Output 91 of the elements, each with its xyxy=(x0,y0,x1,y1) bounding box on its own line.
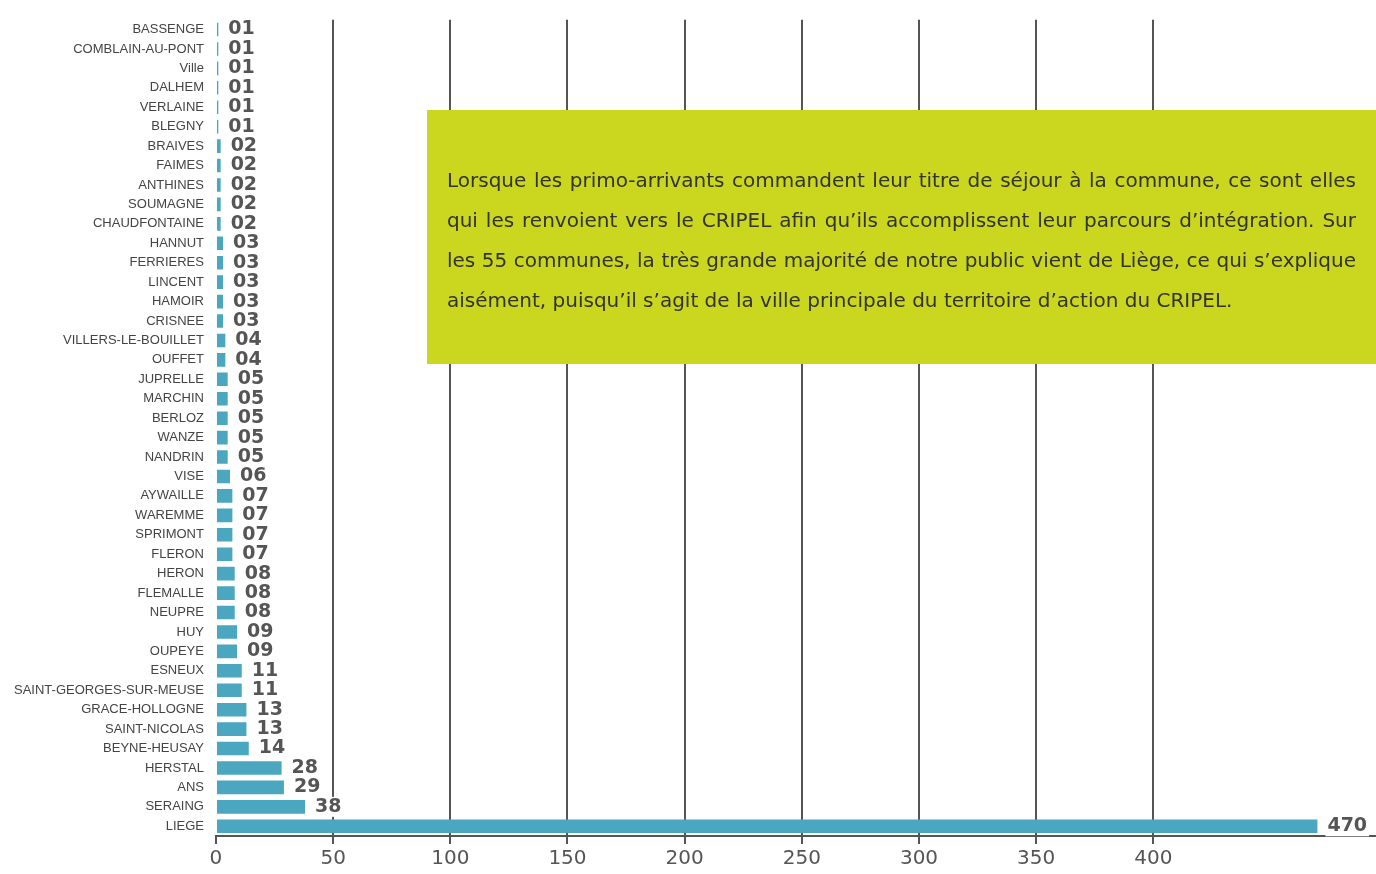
y-tick-label: SERAING xyxy=(145,798,204,814)
y-tick-label: WAREMME xyxy=(135,506,205,522)
bar xyxy=(216,197,221,212)
y-tick-label: AYWAILLE xyxy=(140,487,205,503)
y-tick-label: GRACE-HOLLOGNE xyxy=(81,701,205,717)
bar xyxy=(216,391,228,406)
bar xyxy=(216,236,223,251)
bar xyxy=(216,275,223,289)
x-tick-label: 300 xyxy=(899,845,939,870)
bar xyxy=(216,664,242,678)
x-tick-label: 50 xyxy=(320,845,346,870)
y-tick-label: FAIMES xyxy=(156,157,205,173)
note-panel: Lorsque les primo-arrivants commandent leur titre de séjour à la commune, ce sont elles qui les renvoient vers le CRIPEL afin qu’ils accomplissent leur parcours d’intégration. Sur les 55 communes, la très grande majorité de notre public vient de Liège, ce qui s’explique aisément, puisqu’il s’agit de la ville principale du territoire d’action du CRIPEL. xyxy=(427,110,1376,364)
bar xyxy=(216,819,1318,834)
y-tick-label: LIEGE xyxy=(165,817,205,833)
y-tick-label: BLEGNY xyxy=(151,118,205,134)
y-tick-label: SAINT-NICOLAS xyxy=(105,720,205,736)
y-tick-label: MARCHIN xyxy=(143,390,204,406)
bar xyxy=(216,761,282,775)
y-tick-label: OUPEYE xyxy=(149,642,205,658)
bar xyxy=(216,353,226,367)
bar xyxy=(216,741,249,756)
bar xyxy=(216,605,235,620)
y-tick-label: BASSENGE xyxy=(132,21,205,37)
bar xyxy=(216,683,242,698)
y-tick-label: SPRIMONT xyxy=(135,526,205,542)
bar xyxy=(216,625,238,639)
y-tick-label: HANNUT xyxy=(149,234,205,250)
y-tick-label: OUFFET xyxy=(151,351,205,367)
bar xyxy=(216,644,238,659)
x-tick-label: 150 xyxy=(548,845,587,870)
x-tick-label: 200 xyxy=(665,845,704,870)
y-tick-label: BRAIVES xyxy=(147,137,205,153)
bar xyxy=(216,139,221,153)
y-tick-label: LINCENT xyxy=(148,273,205,289)
x-tick-label: 0 xyxy=(209,845,223,870)
bar xyxy=(216,411,228,425)
y-tick-label: HERON xyxy=(157,565,204,581)
y-tick-label: ANTHINES xyxy=(138,176,205,192)
bar xyxy=(216,527,233,542)
x-tick-label: 350 xyxy=(1017,845,1056,870)
bar xyxy=(216,255,223,270)
y-tick-label: COMBLAIN-AU-PONT xyxy=(73,40,205,56)
bar xyxy=(216,333,226,348)
y-tick-label: HAMOIR xyxy=(151,293,204,309)
bar xyxy=(216,178,221,192)
bar xyxy=(216,294,223,309)
y-tick-label: CHAUDFONTAINE xyxy=(92,215,205,231)
y-tick-label: CRISNEE xyxy=(146,312,205,328)
x-tick-label: 250 xyxy=(782,845,821,870)
bar xyxy=(216,158,221,173)
bar xyxy=(216,508,233,523)
y-tick-label: HUY xyxy=(176,623,205,639)
bar xyxy=(216,722,247,736)
data-label: 28 xyxy=(291,754,319,777)
data-label: 470 xyxy=(1327,813,1368,836)
y-tick-label: VILLERS-LE-BOUILLET xyxy=(63,332,205,348)
bar xyxy=(216,430,228,445)
y-tick-label: SAINT-GEORGES-SUR-MEUSE xyxy=(14,681,205,697)
x-tick-label: 400 xyxy=(1134,845,1173,870)
y-tick-label: VISE xyxy=(174,468,205,484)
y-tick-label: NEUPRE xyxy=(149,604,205,620)
data-label: 38 xyxy=(315,793,342,816)
bar xyxy=(216,469,231,484)
bar xyxy=(216,586,235,600)
y-tick-label: FLEMALLE xyxy=(137,584,205,600)
bar xyxy=(216,702,247,717)
bar xyxy=(216,489,233,503)
bar xyxy=(216,780,284,795)
y-tick-label: ESNEUX xyxy=(150,662,205,678)
y-tick-label: NANDRIN xyxy=(144,448,204,464)
y-tick-label: BEYNE-HEUSAY xyxy=(103,740,205,756)
bar xyxy=(216,566,235,581)
y-tick-label: JUPRELLE xyxy=(138,370,205,386)
y-tick-label: FERRIERES xyxy=(129,254,205,270)
bar xyxy=(216,547,233,562)
y-tick-label: DALHEM xyxy=(149,79,204,95)
x-tick-label: 100 xyxy=(431,845,470,870)
bar xyxy=(216,372,228,387)
y-tick-label: VERLAINE xyxy=(139,98,205,114)
y-tick-label: BERLOZ xyxy=(151,409,205,425)
y-tick-label: WANZE xyxy=(157,429,205,445)
y-tick-label: HERSTAL xyxy=(144,759,204,775)
y-tick-label: FLERON xyxy=(151,545,204,561)
y-tick-label: ANS xyxy=(177,778,205,794)
bar xyxy=(216,217,221,231)
bar xyxy=(216,800,306,814)
bar xyxy=(216,314,223,328)
y-tick-label: SOUMAGNE xyxy=(128,195,205,211)
y-tick-label: Ville xyxy=(179,59,204,75)
bar xyxy=(216,450,228,464)
